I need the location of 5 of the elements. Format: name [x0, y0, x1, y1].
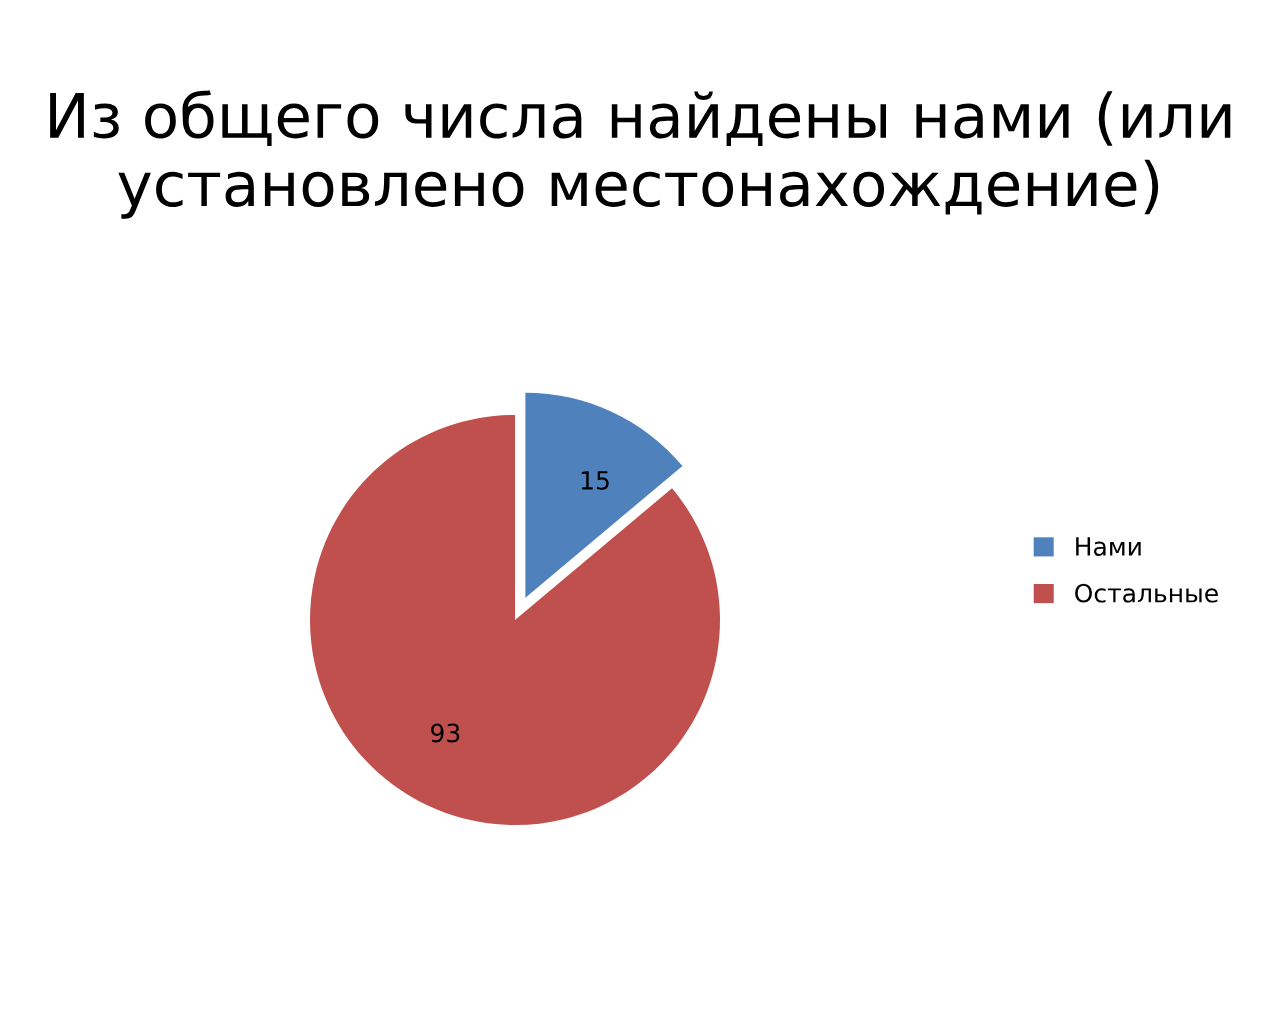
legend-label: Остальные [1075, 583, 1218, 603]
data-label: 93 [431, 723, 460, 743]
data-label: 15 [581, 471, 609, 490]
chart-title: Из общего числа найдены нами (или установлено местонахождение) [50, 90, 1231, 219]
legend-label: Нами [1076, 537, 1141, 556]
